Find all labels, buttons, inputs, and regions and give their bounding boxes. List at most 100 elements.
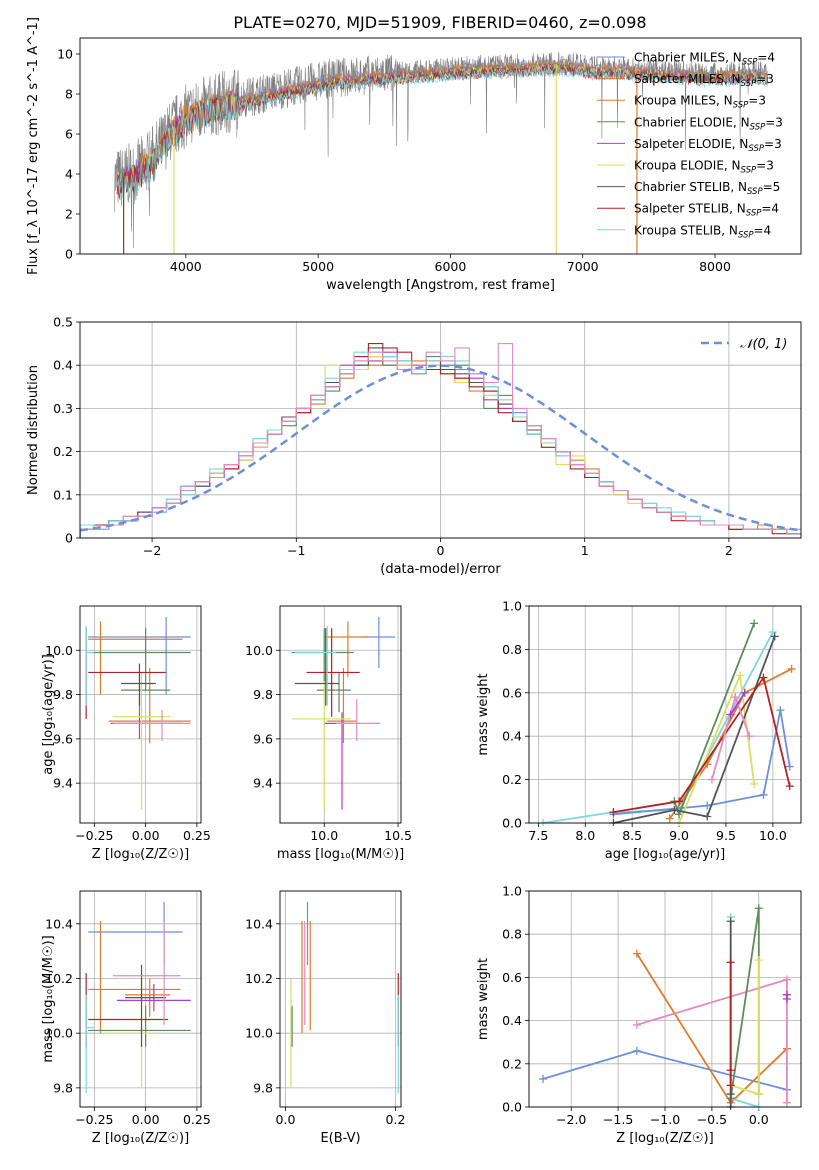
x-tick-label: 4000 (170, 259, 202, 274)
x-axis-label: (data-model)/error (380, 562, 501, 577)
x-tick-label: 8.5 (622, 828, 642, 843)
weight-series (609, 632, 779, 826)
chart-residual-histogram: −2 −1 0 1 2 0 0.1 0.2 0.3 0.4 0.5 𝒩(0, 1) (data-mode… (26, 315, 802, 577)
weight-series (782, 990, 791, 1003)
y-axis-label: Flux [f_λ 10^-17 erg cm^-2 s^-1 A^-1] (26, 17, 41, 275)
legend-entry: Kroupa STELIB, NSSP=4 (634, 223, 771, 240)
y-tick-label: 9.8 (53, 687, 73, 702)
x-tick-label: 2 (725, 543, 733, 558)
weight-marker (703, 812, 712, 821)
weight-marker (726, 1081, 735, 1090)
x-tick-label: 10.0 (759, 828, 787, 843)
legend-entry: Salpeter STELIB, NSSP=4 (634, 202, 779, 219)
axes-frame (528, 890, 802, 1108)
weight-series (539, 1046, 791, 1094)
weight-marker (759, 790, 768, 799)
weight-line (678, 671, 755, 824)
x-tick-label: 10.0 (310, 828, 338, 843)
y-tick-label: 10.0 (245, 643, 273, 658)
y-tick-label: 10.0 (245, 1026, 273, 1041)
weight-series (726, 688, 749, 719)
y-tick-label: 8 (65, 87, 73, 102)
x-tick-label: 9.0 (669, 828, 689, 843)
weight-series (632, 975, 791, 1107)
y-tick-label: 1.0 (502, 599, 522, 614)
errorbar-point (88, 621, 183, 695)
weight-marker (539, 1074, 548, 1083)
errorbar-point (88, 617, 191, 695)
weight-series (609, 673, 794, 817)
legend-entry: 𝒩(0, 1) (740, 337, 787, 352)
weight-marker (745, 732, 754, 741)
x-axis-label: wavelength [Angstrom, rest frame] (326, 278, 555, 293)
weight-series (609, 706, 794, 819)
chart-mass-weight-vs-Z: −2.0 −1.5 −1.0 −0.5 0.0 0.0 0.2 0.4 0.6 0.8 1.0 Z [… (476, 884, 802, 1146)
x-axis-label: Z [log₁₀(Z/Z☉)] (92, 1131, 189, 1146)
y-tick-label: 0.6 (502, 685, 522, 700)
legend: 𝒩(0, 1) (701, 337, 787, 352)
errorbar-point (108, 668, 191, 744)
errorbar-point (291, 681, 351, 810)
y-tick-label: 10.0 (45, 1026, 73, 1041)
x-tick-label: −0.5 (697, 1112, 727, 1127)
y-tick-label: 0.2 (53, 444, 73, 459)
errorbar-point (88, 921, 181, 1034)
weight-marker (740, 688, 749, 697)
x-tick-label: 9.5 (716, 828, 736, 843)
weight-line (729, 908, 760, 1099)
weight-marker (776, 706, 785, 715)
errorbar-point (85, 625, 95, 706)
weight-line (729, 692, 746, 715)
x-tick-label: 0.25 (183, 828, 211, 843)
legend-entry: Chabrier ELODIE, NSSP=3 (634, 115, 783, 132)
x-tick-label: 0.00 (132, 1112, 160, 1127)
y-tick-label: 1.0 (502, 884, 522, 899)
errorbar-point (361, 617, 396, 668)
weight-marker (632, 949, 641, 958)
x-axis-label: Z [log₁₀(Z/Z☉)] (92, 847, 189, 862)
weight-marker (726, 958, 735, 967)
x-tick-label: −1.0 (650, 1112, 680, 1127)
x-tick-label: 1 (581, 543, 589, 558)
legend-entry: Kroupa ELODIE, NSSP=3 (634, 159, 774, 176)
axes-frame (279, 890, 402, 1108)
y-tick-label: 0.1 (53, 487, 73, 502)
weight-marker (670, 805, 679, 814)
weight-marker (707, 775, 716, 784)
axes-frame (79, 605, 202, 824)
y-tick-label: 0.0 (502, 816, 522, 831)
chart-mass-weight-vs-age: 7.5 8.0 8.5 9.0 9.5 10.0 0.0 0.2 0.4 0.6 0.8 1.0 age… (476, 599, 802, 862)
errorbar-point (294, 625, 337, 706)
weight-marker (609, 808, 618, 817)
y-tick-label: 0.2 (502, 772, 522, 787)
x-tick-label: 0.0 (276, 1112, 296, 1127)
x-tick-label: 0.00 (132, 828, 160, 843)
y-tick-label: 9.8 (253, 687, 273, 702)
spectrum-lines (114, 52, 769, 254)
y-tick-label: 0 (65, 247, 73, 262)
weight-marker (768, 628, 777, 637)
x-tick-label: −0.25 (75, 1112, 113, 1127)
errorbar-point (291, 628, 354, 682)
axes-frame (279, 605, 402, 824)
errorbar-point (294, 628, 340, 706)
errorbar-point (316, 672, 351, 713)
y-tick-label: 0.5 (53, 315, 73, 330)
errorbar-group (85, 901, 191, 1094)
errorbar-point (336, 699, 381, 742)
errorbar-point (112, 921, 181, 1025)
y-tick-label: 10.4 (45, 916, 73, 931)
y-tick-label: 6 (65, 127, 73, 142)
y-tick-label: 10.4 (245, 916, 273, 931)
y-tick-label: 0.3 (53, 401, 73, 416)
weight-marker (782, 995, 791, 1003)
x-tick-label: 6000 (435, 259, 467, 274)
x-axis-label: age [log₁₀(age/yr)] (605, 847, 726, 862)
axes-frame (79, 37, 802, 255)
y-tick-label: 9.4 (253, 776, 273, 791)
errorbar-point (88, 628, 191, 691)
weight-marker (675, 797, 684, 806)
chart-mass-vs-Z: −0.25 0.00 0.25 9.8 10.0 10.2 10.4 Z [log₁₀(Z/Z… (41, 890, 211, 1146)
axes-frame (79, 890, 202, 1108)
